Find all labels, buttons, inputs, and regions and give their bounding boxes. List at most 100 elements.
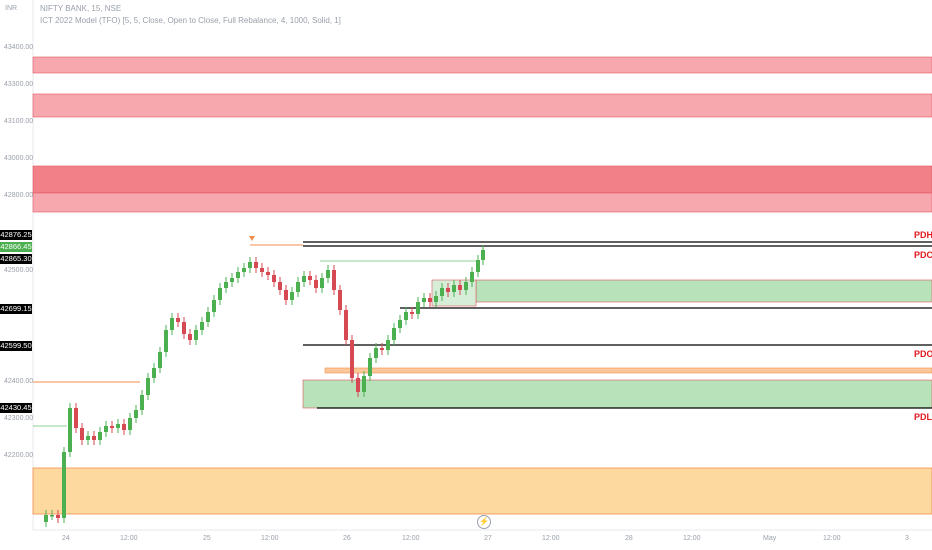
symbol-title[interactable]: NIFTY BANK, 15, NSE [40, 4, 122, 13]
x-tick: 27 [484, 535, 492, 542]
candle-body [290, 292, 294, 300]
candle-body [92, 436, 96, 440]
candle-body [134, 410, 138, 418]
candle-body [128, 418, 132, 430]
candle-body [98, 432, 102, 440]
y-tick: 42300.00 [4, 415, 34, 422]
y-tick: 42800.00 [4, 192, 34, 199]
lightning-icon[interactable]: ⚡ [477, 515, 491, 529]
flag-pdh: PDH [914, 230, 932, 240]
candle-body [481, 250, 485, 260]
candle-body [182, 322, 186, 334]
candle-body [56, 515, 60, 518]
candle-body [308, 276, 312, 280]
candle-body [194, 330, 198, 340]
candle-body [302, 276, 306, 282]
price-tag: 42865.30 [0, 254, 32, 264]
x-tick: 12:00 [120, 535, 138, 542]
y-tick: 43400.00 [4, 44, 34, 51]
price-tag: 42876.25 [0, 230, 32, 240]
candle-body [368, 358, 372, 376]
candle-body [386, 340, 390, 350]
candle-body [470, 272, 474, 282]
x-tick: 12:00 [683, 535, 701, 542]
candle-body [254, 262, 258, 268]
candles [44, 245, 485, 527]
candle-body [272, 275, 276, 282]
candle-body [392, 328, 396, 340]
chart-legend: NIFTY BANK, 15, NSE ICT 2022 Model (TFO)… [40, 3, 341, 27]
candle-body [50, 515, 54, 517]
candle-body [104, 426, 108, 432]
price-tag: 42430.45 [0, 403, 32, 413]
supply-zone-2 [32, 93, 932, 118]
candle-body [350, 340, 354, 378]
supply-zone-4 [32, 192, 932, 213]
candle-body [242, 268, 246, 272]
candle-body [80, 428, 84, 440]
x-tick: 12:00 [823, 535, 841, 542]
candle-body [188, 334, 192, 340]
candle-body [422, 298, 426, 302]
candle-body [416, 302, 420, 314]
candle-body [176, 318, 180, 322]
marker-triangle-icon [249, 236, 255, 241]
y-tick: 43000.00 [4, 155, 34, 162]
candle-body [122, 424, 126, 430]
orange-zone [32, 467, 932, 515]
candle-body [332, 270, 336, 290]
candle-body [200, 322, 204, 330]
y-tick: 42200.00 [4, 452, 34, 459]
candle-body [170, 318, 174, 330]
candle-body [410, 312, 414, 314]
candle-body [380, 348, 384, 350]
flag-pdo: PDO [914, 349, 932, 359]
demand-zone-1 [475, 279, 932, 303]
x-tick: 3 [905, 535, 909, 542]
y-tick: 42400.00 [4, 378, 34, 385]
price-tag: 42599.50 [0, 341, 32, 351]
candle-body [230, 278, 234, 282]
candle-body [218, 288, 222, 300]
candle-body [266, 272, 270, 275]
price-tag: 42866.45 [0, 242, 32, 252]
candle-body [68, 408, 72, 452]
candle-body [152, 368, 156, 378]
candle-body [74, 408, 78, 428]
candle-body [164, 330, 168, 352]
candle-body [458, 285, 462, 290]
indicator-title[interactable]: ICT 2022 Model (TFO) [5, 5, Close, Open … [40, 16, 341, 25]
candle-body [236, 272, 240, 278]
candle-body [140, 395, 144, 410]
orange-thin-zone [324, 367, 932, 374]
candle-body [440, 288, 444, 296]
candle-body [44, 515, 48, 522]
x-tick: May [763, 535, 777, 542]
x-tick: 28 [625, 535, 633, 542]
candle-body [452, 285, 456, 292]
y-tick: 42500.00 [4, 267, 34, 274]
x-tick: 12:00 [261, 535, 279, 542]
x-tick: 12:00 [542, 535, 560, 542]
candle-body [338, 290, 342, 310]
candle-body [296, 282, 300, 292]
candle-body [110, 426, 114, 428]
x-tick: 26 [343, 535, 351, 542]
price-tag: 42699.15 [0, 304, 32, 314]
candle-body [344, 310, 348, 340]
candle-body [146, 378, 150, 395]
supply-zone-1 [32, 56, 932, 74]
candle-body [326, 270, 330, 278]
flag-pdl: PDL [914, 412, 932, 422]
x-tick: 25 [203, 535, 211, 542]
candle-body [260, 268, 264, 272]
candle-body [362, 376, 366, 392]
candle-body [434, 296, 438, 302]
candle-body [212, 300, 216, 312]
flag-pdc: PDC [914, 250, 932, 260]
candle-body [464, 282, 468, 290]
candle-body [314, 280, 318, 288]
candle-body [116, 424, 120, 428]
candle-body [278, 282, 282, 290]
